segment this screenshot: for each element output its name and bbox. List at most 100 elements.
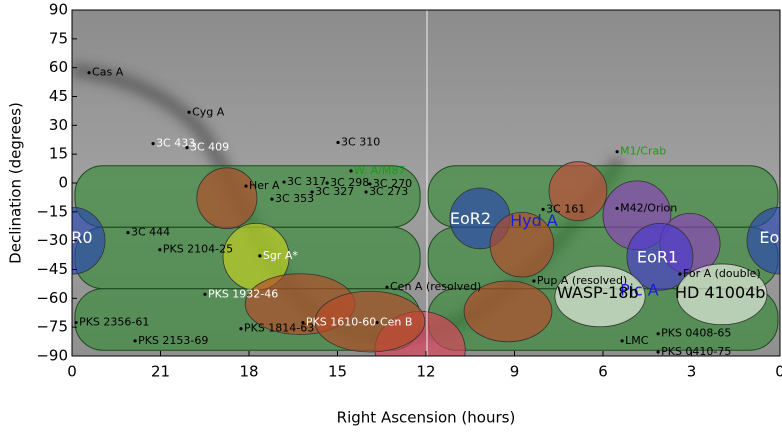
- source-label: Pup A (resolved): [537, 274, 627, 287]
- source-label: For A (double): [683, 267, 761, 280]
- source-marker: [541, 207, 545, 211]
- source-marker: [364, 190, 368, 194]
- source-marker: [87, 71, 91, 75]
- x-tick-label: 15: [328, 363, 347, 381]
- source-label: M1/Crab: [620, 145, 666, 158]
- source-label: PKS 0410-75: [661, 345, 731, 358]
- source-label: Cen A (resolved): [390, 280, 481, 293]
- y-tick-label: −30: [36, 231, 68, 249]
- source-marker: [282, 180, 286, 184]
- source-label: 3C 161: [546, 202, 585, 215]
- source-marker: [126, 230, 130, 235]
- field-label: WASP-18b: [557, 283, 639, 302]
- x-tick-label: 9: [510, 363, 520, 381]
- source-label: M42/Orion: [620, 201, 677, 214]
- source-label: Cyg A: [192, 105, 225, 118]
- pointing-field: [314, 290, 426, 353]
- source-label: PKS 0408-65: [661, 327, 731, 340]
- source-marker: [336, 140, 340, 145]
- source-label: 3C 327: [315, 185, 354, 198]
- y-tick-label: 15: [49, 145, 68, 163]
- source-marker: [349, 169, 353, 173]
- source-marker: [385, 285, 389, 289]
- source-marker: [368, 182, 372, 186]
- y-tick-label: 45: [49, 87, 68, 105]
- source-label: Sgr A*: [263, 249, 299, 262]
- pointing-field: [746, 206, 780, 275]
- x-axis-label: Right Ascension (hours): [337, 409, 516, 427]
- x-tick-label: 21: [151, 363, 170, 381]
- source-marker: [656, 332, 660, 336]
- pointing-field: [548, 161, 608, 221]
- source-label: PKS 1932-46: [208, 287, 278, 300]
- x-tick-label: 3: [687, 363, 697, 381]
- source-label: PKS 1814-63: [244, 322, 314, 335]
- source-marker: [532, 279, 536, 283]
- x-tick-label: 6: [598, 363, 608, 381]
- source-marker: [270, 197, 274, 201]
- source-label: W. A/M87: [354, 164, 405, 177]
- source-label: Her A: [249, 179, 280, 192]
- source-label: 3C 298: [330, 176, 369, 189]
- field-label: Hyd A: [510, 211, 558, 230]
- field-label: HD 41004b: [675, 283, 766, 302]
- source-label: 3C 353: [275, 192, 314, 205]
- source-marker: [244, 184, 248, 188]
- field-label: EoR0: [51, 228, 92, 247]
- pointing-field: [489, 212, 555, 278]
- source-label: Cen B: [380, 316, 412, 329]
- source-marker: [615, 206, 619, 210]
- x-tick-label: 12: [416, 363, 435, 381]
- source-marker: [158, 248, 162, 252]
- y-tick-label: −45: [36, 260, 68, 278]
- pointing-field: [196, 167, 258, 229]
- source-label: 3C 317: [287, 175, 326, 188]
- source-marker: [678, 272, 682, 276]
- source-marker: [301, 320, 305, 325]
- field-label: EoR1: [637, 247, 678, 266]
- source-label: 3C 433: [156, 137, 195, 150]
- source-label: 3C 270: [373, 177, 412, 190]
- source-marker: [185, 146, 189, 150]
- source-label: PKS 1610-60: [306, 316, 376, 329]
- y-tick-label: −90: [36, 347, 68, 365]
- source-label: PKS 2104-25: [163, 243, 233, 256]
- y-tick-label: 30: [49, 116, 68, 134]
- pointing-field: [626, 222, 694, 291]
- source-label: LMC: [625, 334, 649, 347]
- y-axis-label: Declination (degrees): [7, 102, 25, 264]
- source-label: PKS 2356-61: [79, 316, 149, 329]
- pointing-field: [72, 206, 106, 275]
- y-tick-label: −60: [36, 289, 68, 307]
- field-label: EoR2: [450, 209, 491, 228]
- source-label: 3C 273: [369, 185, 408, 198]
- source-marker: [656, 350, 660, 354]
- source-label: 3C 310: [341, 135, 380, 148]
- y-tick-label: 75: [49, 29, 68, 47]
- source-marker: [620, 339, 624, 343]
- source-marker: [375, 320, 379, 325]
- source-marker: [310, 190, 314, 194]
- source-marker: [239, 327, 243, 331]
- y-tick-label: −75: [36, 318, 68, 336]
- source-marker: [74, 320, 78, 325]
- source-label: 3C 409: [190, 141, 229, 154]
- y-tick-label: −15: [36, 202, 68, 220]
- source-marker: [203, 292, 207, 296]
- source-label: 3C 444: [131, 226, 170, 239]
- source-marker: [133, 339, 137, 343]
- pointing-field: [554, 265, 646, 328]
- source-marker: [187, 110, 191, 114]
- source-label: Cas A: [92, 66, 124, 79]
- source-marker: [615, 150, 619, 154]
- source-marker: [151, 141, 155, 146]
- field-label: Pic A: [620, 281, 659, 300]
- source-marker: [325, 181, 329, 185]
- x-tick-label: 18: [239, 363, 258, 381]
- x-tick-label: 0: [775, 363, 782, 381]
- pointing-field: [463, 280, 553, 343]
- source-label: PKS 2153-69: [138, 334, 208, 347]
- y-tick-label: 90: [49, 1, 68, 19]
- x-tick-label: 0: [67, 363, 77, 381]
